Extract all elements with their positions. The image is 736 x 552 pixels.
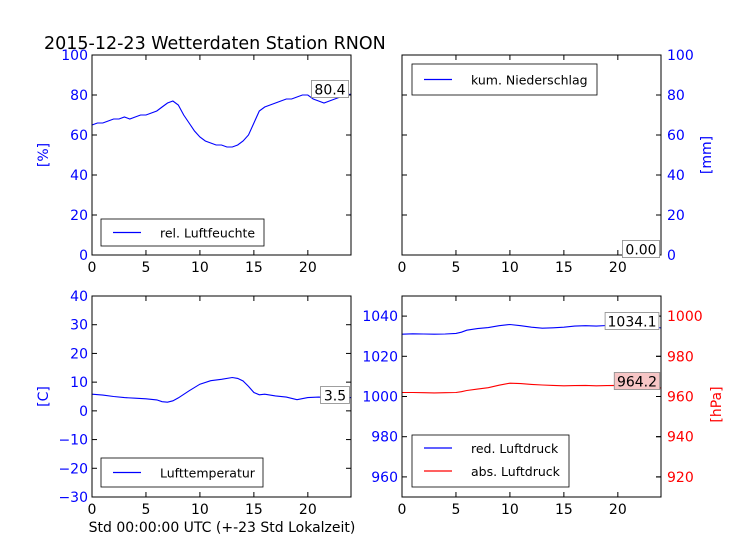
x-tick-label-humidity: 15 xyxy=(245,260,263,276)
x-tick-label-precipitation: 10 xyxy=(501,260,519,276)
value-label-pressure-box xyxy=(604,312,660,330)
legend-label-pressure-1: abs. Luftdruck xyxy=(471,464,561,479)
axes-frame-temperature xyxy=(91,295,352,498)
axes-frame-humidity xyxy=(91,54,352,256)
y-tick-label-humidity: 100 xyxy=(61,48,88,64)
axes-frame-precipitation xyxy=(401,54,662,256)
panel-precipitation: 0 5 10 15 20 0 20 40 60 80 100 [mm] kum. Niederschla… xyxy=(398,48,715,276)
legend-label-pressure-0: red. Luftdruck xyxy=(471,441,559,456)
y-tick-label-humidity: 60 xyxy=(70,128,88,144)
y-tick-label-precipitation: 60 xyxy=(667,128,685,144)
y-tick-label-precipitation: 0 xyxy=(667,248,676,264)
y-tick-label-humidity: 40 xyxy=(70,168,88,184)
y-tick-label-temperature: 20 xyxy=(70,346,88,362)
y-axis-label-humidity: [%] xyxy=(36,143,52,167)
x-tick-label-pressure: 10 xyxy=(501,502,519,518)
y-right-tick-label-pressure: 980 xyxy=(667,349,694,365)
y-right-tick-label-pressure: 1000 xyxy=(667,309,703,325)
y-tick-label-temperature: 10 xyxy=(70,375,88,391)
x-tick-label-precipitation: 5 xyxy=(451,260,460,276)
y-right-tick-label-pressure: 920 xyxy=(667,470,694,486)
y-axis-label-precipitation: [mm] xyxy=(699,136,715,174)
x-tick-label-pressure: 5 xyxy=(451,502,460,518)
y-axis-label-right-pressure: [hPa] xyxy=(709,386,725,422)
y-tick-label-pressure: 960 xyxy=(371,470,398,486)
y-right-tick-label-pressure: 960 xyxy=(667,390,694,406)
y-tick-label-humidity: 20 xyxy=(70,208,88,224)
value-label-temperature-box xyxy=(320,386,350,404)
x-tick-label-temperature: 15 xyxy=(245,502,263,518)
value-label-precipitation: 0.00 xyxy=(625,243,656,259)
y-tick-label-pressure: 1040 xyxy=(362,309,398,325)
y-tick-label-humidity: 80 xyxy=(70,88,88,104)
y-tick-label-precipitation: 20 xyxy=(667,208,685,224)
x-tick-label-humidity: 20 xyxy=(299,260,317,276)
x-tick-label-temperature: 0 xyxy=(88,502,97,518)
y-tick-label-temperature: 40 xyxy=(70,289,88,305)
x-tick-label-precipitation: 20 xyxy=(609,260,627,276)
value-label-right-pressure: 964.2 xyxy=(617,375,657,391)
x-tick-label-humidity: 0 xyxy=(88,260,97,276)
y-tick-label-pressure: 980 xyxy=(371,430,398,446)
value-label-precipitation-box xyxy=(622,240,661,258)
legend-label-precipitation-0: kum. Niederschlag xyxy=(471,73,588,88)
series-line-humidity-0 xyxy=(91,93,352,148)
value-label-right-pressure-box xyxy=(613,372,661,390)
figure-xlabel: Std 00:00:00 UTC (+-23 Std Lokalzeit) xyxy=(89,520,356,536)
x-tick-label-temperature: 10 xyxy=(191,502,209,518)
x-tick-label-precipitation: 15 xyxy=(555,260,573,276)
series-line-temperature-0 xyxy=(91,376,352,403)
x-tick-label-temperature: 5 xyxy=(141,502,150,518)
y-right-tick-label-pressure: 940 xyxy=(667,430,694,446)
y-tick-label-temperature: −10 xyxy=(58,433,88,449)
legend-label-temperature-0: Lufttemperatur xyxy=(160,466,256,481)
y-tick-label-precipitation: 40 xyxy=(667,168,685,184)
value-label-temperature: 3.5 xyxy=(324,389,346,405)
x-tick-label-pressure: 0 xyxy=(398,502,407,518)
x-tick-label-humidity: 10 xyxy=(191,260,209,276)
panel-pressure: 0 5 10 15 20 960 980 1000 1020 1040 920 940 960 980 10… xyxy=(362,295,725,518)
y-tick-label-temperature: −30 xyxy=(58,490,88,506)
value-label-pressure: 1034.1 xyxy=(608,315,657,331)
value-label-humidity-box xyxy=(310,80,349,98)
x-tick-label-temperature: 20 xyxy=(299,502,317,518)
legend-box-pressure xyxy=(411,434,570,488)
x-tick-label-pressure: 20 xyxy=(609,502,627,518)
y-tick-label-temperature: 0 xyxy=(79,404,88,420)
value-label-humidity: 80.4 xyxy=(314,83,345,99)
x-tick-label-humidity: 5 xyxy=(141,260,150,276)
y-axis-label-temperature: [C] xyxy=(36,386,52,407)
legend-label-humidity-0: rel. Luftfeuchte xyxy=(160,226,255,241)
y-tick-label-temperature: −20 xyxy=(58,461,88,477)
x-tick-label-precipitation: 0 xyxy=(398,260,407,276)
figure-title: 2015-12-23 Wetterdaten Station RNON xyxy=(44,34,386,54)
x-tick-label-pressure: 15 xyxy=(555,502,573,518)
y-tick-label-precipitation: 100 xyxy=(667,48,694,64)
y-tick-label-temperature: 30 xyxy=(70,318,88,334)
panel-temperature: 0 5 10 15 20 −30 −20 −10 0 10 20 30 40 [C] Lufttempera… xyxy=(36,289,352,518)
panel-humidity: 0 5 10 15 20 0 20 40 60 80 100 [%] rel. Luftfeuchte 8… xyxy=(36,48,352,276)
y-tick-label-precipitation: 80 xyxy=(667,88,685,104)
y-tick-label-pressure: 1000 xyxy=(362,390,398,406)
y-tick-label-humidity: 0 xyxy=(79,248,88,264)
y-tick-label-pressure: 1020 xyxy=(362,349,398,365)
